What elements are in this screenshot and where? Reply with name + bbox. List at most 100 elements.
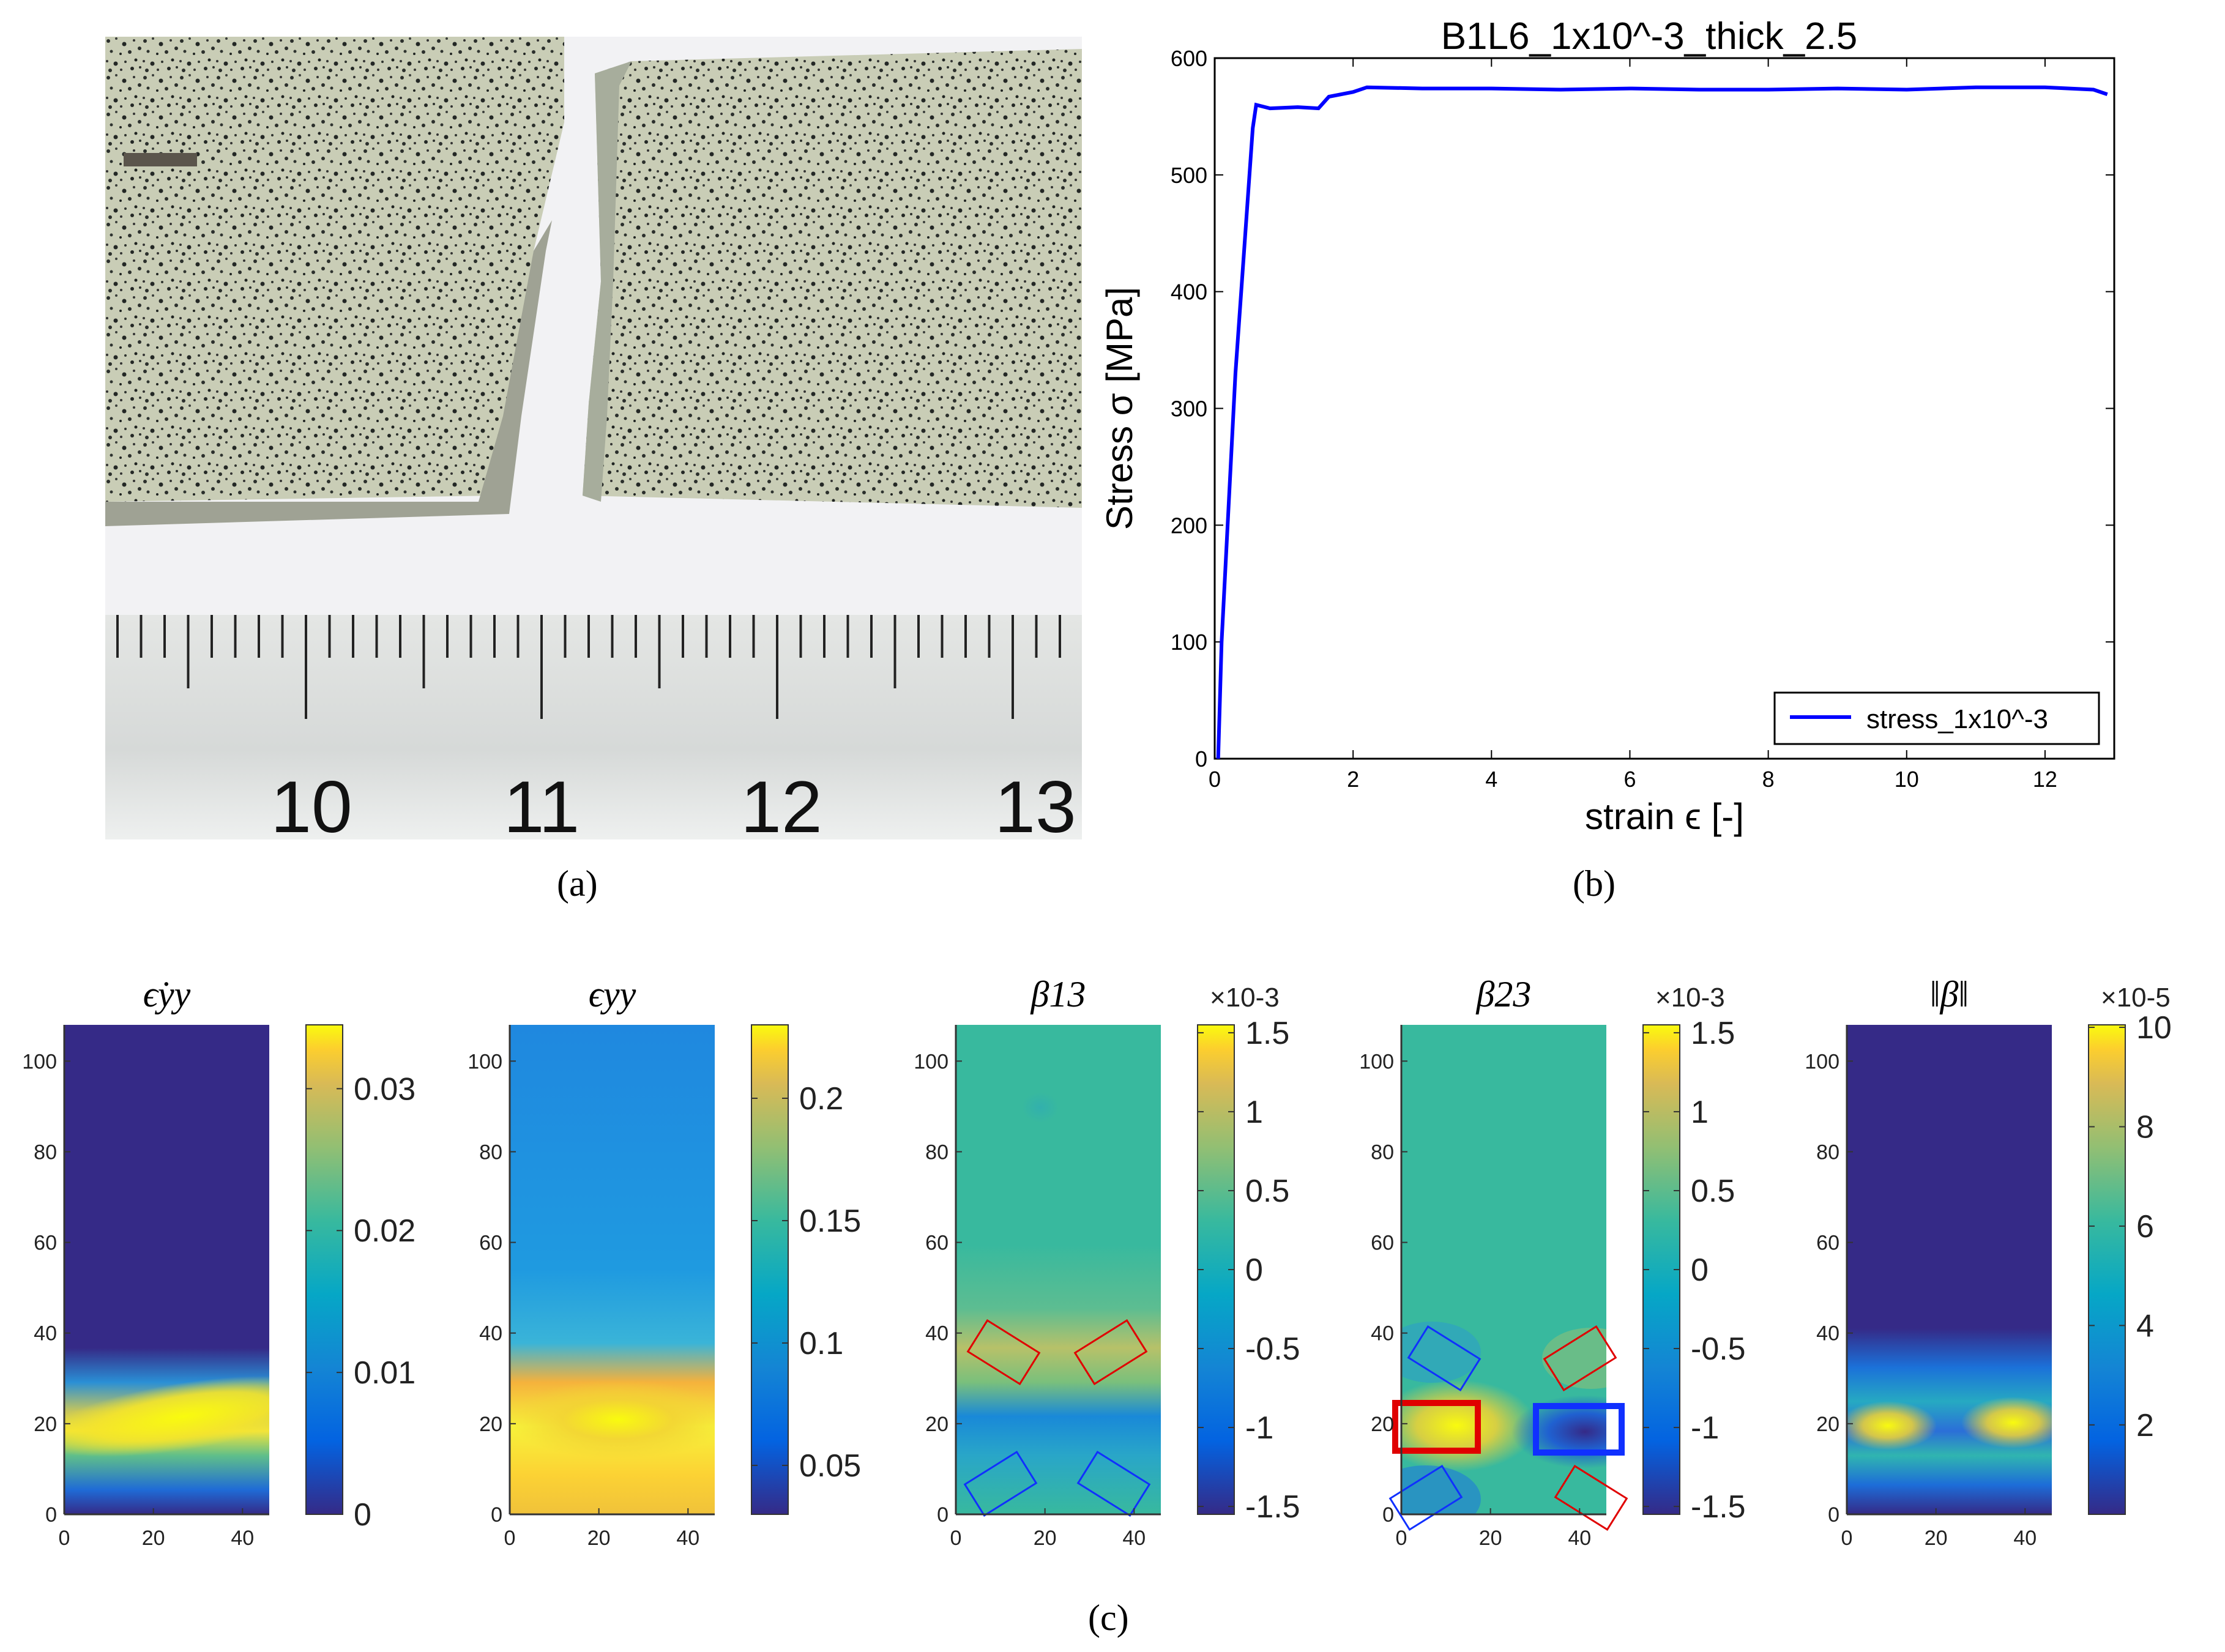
y-tick-label: 0 bbox=[1828, 1503, 1839, 1527]
x-tick-label: 40 bbox=[676, 1527, 699, 1550]
colorbar-tick-label: 0.01 bbox=[354, 1355, 416, 1391]
y-tick-label: 100 bbox=[22, 1050, 57, 1073]
colorbar-tick-label: 0.02 bbox=[354, 1213, 416, 1249]
y-tick-label: 100 bbox=[468, 1050, 502, 1073]
y-tick-label: 20 bbox=[34, 1413, 57, 1436]
beta13-annotation-boxes bbox=[963, 1319, 1151, 1517]
colorbar-tick-label: -0.5 bbox=[1691, 1331, 1746, 1367]
x-tick-label: 20 bbox=[587, 1527, 611, 1550]
ruler-label-11: 11 bbox=[504, 766, 580, 839]
x-tick-label: 0 bbox=[1396, 1527, 1407, 1550]
colorbar-tick-label: 1.5 bbox=[1691, 1016, 1735, 1051]
beta-norm-colorbar-exponent: ×10-5 bbox=[2101, 983, 2171, 1013]
colorbar-tick-label: 1.5 bbox=[1245, 1016, 1289, 1051]
strain-rate-colorbar bbox=[305, 1024, 343, 1515]
colorbar-tick-label: 6 bbox=[2136, 1209, 2154, 1245]
left-specimen bbox=[105, 37, 564, 502]
y-tick-label: 200 bbox=[1171, 513, 1207, 538]
y-tick-label: 60 bbox=[925, 1232, 949, 1255]
strain-title: ϵyy bbox=[589, 974, 636, 1014]
field-beta23 bbox=[1401, 1025, 1606, 1514]
y-tick-label: 0 bbox=[1195, 746, 1207, 772]
y-tick-label: 100 bbox=[1805, 1050, 1839, 1073]
stress-strain-chart: B1L6_1x10^-3_thick_2.5 0 2 4 6 8 10 12 0 100 200 3… bbox=[1099, 15, 2115, 837]
y-tick-label: 80 bbox=[34, 1140, 57, 1164]
x-tick-label: 20 bbox=[1925, 1527, 1948, 1550]
colorbar-tick-label: 0.1 bbox=[799, 1326, 843, 1361]
y-tick-label: 20 bbox=[479, 1413, 502, 1436]
colorbar-tick-label: 1 bbox=[1691, 1095, 1709, 1130]
colorbar-tick-label: 10 bbox=[2136, 1010, 2172, 1046]
y-tick-label: 60 bbox=[479, 1232, 502, 1255]
colorbar-tick-label: 0 bbox=[1245, 1252, 1263, 1288]
y-tick-label: 0 bbox=[937, 1503, 949, 1527]
beta-norm-colorbar bbox=[2088, 1024, 2126, 1515]
y-tick-label: 400 bbox=[1171, 280, 1207, 305]
y-tick-label: 40 bbox=[479, 1322, 502, 1345]
colorbar-tick-label: 0 bbox=[1691, 1252, 1709, 1288]
x-tick-label: 0 bbox=[1209, 767, 1221, 792]
beta23-title: β23 bbox=[1476, 974, 1532, 1014]
colorbar-tick-label: 0.5 bbox=[1691, 1174, 1735, 1209]
colorbar-tick-label: 0 bbox=[354, 1497, 371, 1533]
caption-a: (a) bbox=[557, 863, 598, 904]
x-tick-label: 12 bbox=[2033, 767, 2057, 792]
ruler-label-12: 12 bbox=[740, 766, 822, 839]
y-tick-label: 500 bbox=[1171, 163, 1207, 188]
y-tick-label: 20 bbox=[1816, 1413, 1839, 1436]
y-tick-label: 80 bbox=[479, 1140, 502, 1164]
y-tick-label: 300 bbox=[1171, 396, 1207, 422]
x-tick-label: 0 bbox=[1841, 1527, 1853, 1550]
strain-colorbar bbox=[751, 1024, 789, 1515]
y-tick-label: 80 bbox=[925, 1140, 949, 1164]
y-tick-label: 20 bbox=[1371, 1413, 1394, 1436]
colorbar-tick-label: 4 bbox=[2136, 1308, 2154, 1344]
y-tick-label: 20 bbox=[925, 1413, 949, 1436]
ruler bbox=[105, 615, 1082, 839]
colorbar-tick-label: 8 bbox=[2136, 1109, 2154, 1145]
caption-b: (b) bbox=[1573, 863, 1616, 904]
x-tick-label: 6 bbox=[1623, 767, 1636, 792]
left-specimen-mark bbox=[124, 153, 197, 166]
legend-label: stress_1x10^-3 bbox=[1866, 704, 2048, 734]
colorbar-tick-label: 0.2 bbox=[799, 1081, 843, 1117]
colorbar-tick-label: 0.5 bbox=[1245, 1174, 1289, 1209]
colorbar-tick-label: 1 bbox=[1245, 1095, 1263, 1130]
y-tick-label: 60 bbox=[1816, 1232, 1839, 1255]
y-tick-label: 60 bbox=[1371, 1232, 1394, 1255]
beta13-colorbar-exponent: ×10-3 bbox=[1210, 983, 1280, 1013]
y-tick-label: 40 bbox=[1816, 1322, 1839, 1345]
colorbar-tick-label: -1 bbox=[1691, 1410, 1719, 1446]
y-tick-label: 0 bbox=[1382, 1503, 1394, 1527]
field-strain bbox=[510, 1025, 715, 1514]
x-tick-label: 0 bbox=[504, 1527, 516, 1550]
colorbar-tick-label: 0.03 bbox=[354, 1071, 416, 1107]
x-tick-label: 0 bbox=[950, 1527, 962, 1550]
field-beta-norm bbox=[1847, 1025, 2052, 1514]
x-tick-label: 40 bbox=[1568, 1527, 1591, 1550]
colorbar-tick-label: -1 bbox=[1245, 1410, 1273, 1446]
y-tick-label: 100 bbox=[1171, 630, 1207, 655]
y-tick-label: 40 bbox=[34, 1322, 57, 1345]
ruler-label-10: 10 bbox=[270, 766, 352, 839]
ruler-ticks bbox=[116, 615, 1061, 719]
colorbar-tick-label: -0.5 bbox=[1245, 1331, 1300, 1367]
colorbar-tick-label: -1.5 bbox=[1691, 1489, 1746, 1525]
x-tick-label: 4 bbox=[1485, 767, 1497, 792]
strain-rate-title: ϵ̇yy bbox=[143, 974, 191, 1014]
caption-c: (c) bbox=[1088, 1598, 1129, 1638]
colorbar-tick-label: 0.05 bbox=[799, 1448, 861, 1484]
beta13-title: β13 bbox=[1031, 974, 1086, 1014]
y-tick-label: 80 bbox=[1816, 1140, 1839, 1164]
x-tick-label: 0 bbox=[59, 1527, 70, 1550]
y-tick-label: 80 bbox=[1371, 1140, 1394, 1164]
field-beta13 bbox=[956, 1025, 1161, 1514]
x-axis-label: strain ϵ [-] bbox=[1585, 796, 1744, 837]
x-tick-label: 20 bbox=[1034, 1527, 1057, 1550]
colorbar-tick-label: 2 bbox=[2136, 1408, 2154, 1443]
field-strain-rate bbox=[64, 1025, 269, 1514]
chart-legend: stress_1x10^-3 bbox=[1773, 691, 2100, 745]
x-tick-label: 20 bbox=[142, 1527, 165, 1550]
plot-frame bbox=[1213, 57, 2115, 760]
y-tick-label: 40 bbox=[1371, 1322, 1394, 1345]
